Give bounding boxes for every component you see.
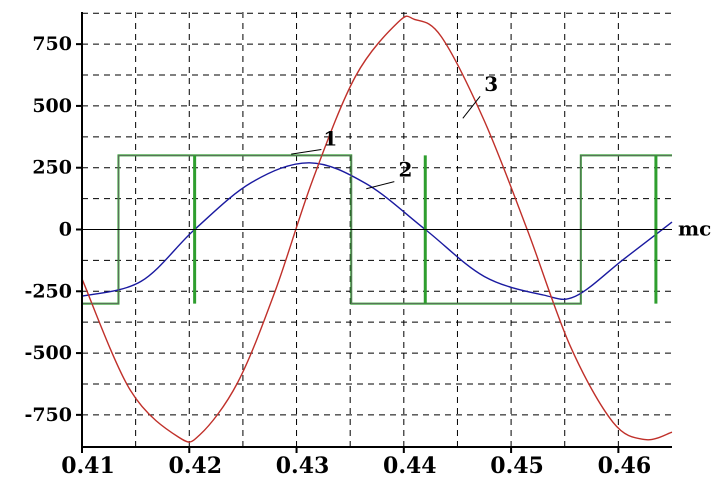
x-tick-label: 0.42	[168, 453, 222, 479]
x-tick-label: 0.45	[490, 453, 544, 479]
y-tick-label: 750	[32, 33, 72, 55]
x-tick-label: 0.43	[276, 453, 330, 479]
y-tick-label: 250	[32, 157, 72, 179]
y-tick-label: -500	[24, 342, 72, 364]
series-2-annotation: 2	[398, 157, 412, 181]
axes	[76, 12, 672, 453]
series-3-line	[81, 15, 673, 443]
annotation-leader-line	[366, 181, 395, 190]
series-1-annotation: 1	[323, 126, 337, 150]
y-tick-label: 0	[59, 219, 72, 241]
labels: 750 500 250 0 -250 -500 -750 0.41 0.42 0.43 0.44 0.…	[24, 33, 711, 479]
annotation-leader-line	[462, 96, 481, 119]
x-tick-label: 0.41	[61, 453, 115, 479]
series-2-line	[81, 162, 673, 301]
x-tick-label: 0.44	[383, 453, 437, 479]
annotation-leader-line	[291, 148, 322, 155]
y-tick-label: -750	[24, 404, 72, 426]
x-unit-label: mc	[678, 217, 711, 241]
y-tick-label: 500	[32, 95, 72, 117]
series-3-annotation: 3	[484, 72, 498, 96]
x-tick-label: 0.46	[598, 453, 652, 479]
y-tick-label: -250	[24, 280, 72, 302]
